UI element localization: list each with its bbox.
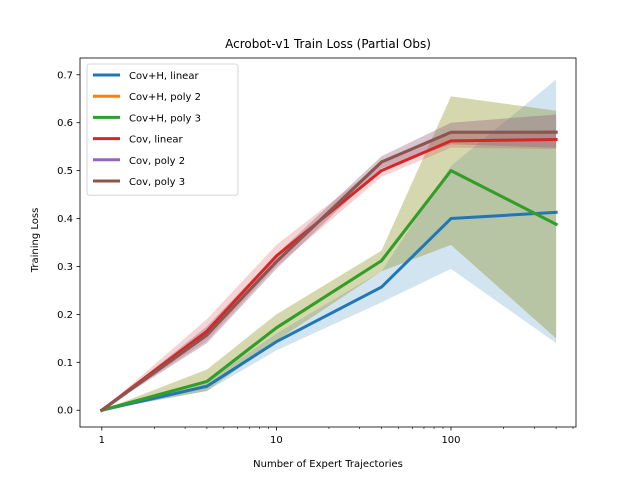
band-series-6 — [101, 114, 557, 411]
confidence-bands — [101, 79, 557, 411]
legend-label: Cov+H, poly 3 — [129, 113, 201, 124]
legend-box — [86, 63, 239, 196]
axes: 0.0 0.1 0.2 0.3 0.4 0.5 0.6 0.7 1 10 100 — [57, 57, 577, 446]
x-axis-label: Number of Expert Trajectories — [253, 459, 403, 470]
line-series-3 — [99, 169, 559, 413]
line-series-6 — [99, 130, 558, 413]
legend-label: Cov, poly 3 — [129, 177, 185, 188]
y-tick-label: 0.2 — [57, 310, 73, 321]
y-tick-label: 0.5 — [57, 166, 73, 177]
plot-frame — [79, 57, 577, 428]
legend-label: Cov+H, poly 2 — [129, 92, 201, 103]
y-tick-label: 0.6 — [57, 118, 73, 129]
x-tick-label: 100 — [441, 435, 460, 446]
y-tick-label: 0.0 — [57, 406, 73, 417]
chart-title: Acrobot-v1 Train Loss (Partial Obs) — [225, 37, 431, 51]
y-axis-label: Training Loss — [30, 208, 41, 274]
band-series-5 — [101, 114, 557, 411]
band-series-2 — [101, 96, 557, 411]
legend-label: Cov+H, linear — [129, 71, 199, 82]
y-tick-label: 0.1 — [57, 358, 73, 369]
legend: Cov+H, linear Cov+H, poly 2 Cov+H, poly 3 C… — [86, 63, 239, 196]
x-tick-label: 1 — [99, 435, 105, 446]
line-series-1 — [100, 210, 558, 413]
y-tick-label: 0.4 — [57, 214, 73, 225]
y-tick-label: 0.3 — [57, 262, 73, 273]
series-lines — [99, 130, 559, 413]
y-tick-label: 0.7 — [57, 70, 73, 81]
legend-label: Cov, poly 2 — [129, 156, 185, 167]
band-series-3 — [101, 96, 557, 411]
legend-label: Cov, linear — [129, 135, 184, 146]
band-series-1 — [101, 79, 557, 411]
x-tick-label: 10 — [270, 435, 283, 446]
